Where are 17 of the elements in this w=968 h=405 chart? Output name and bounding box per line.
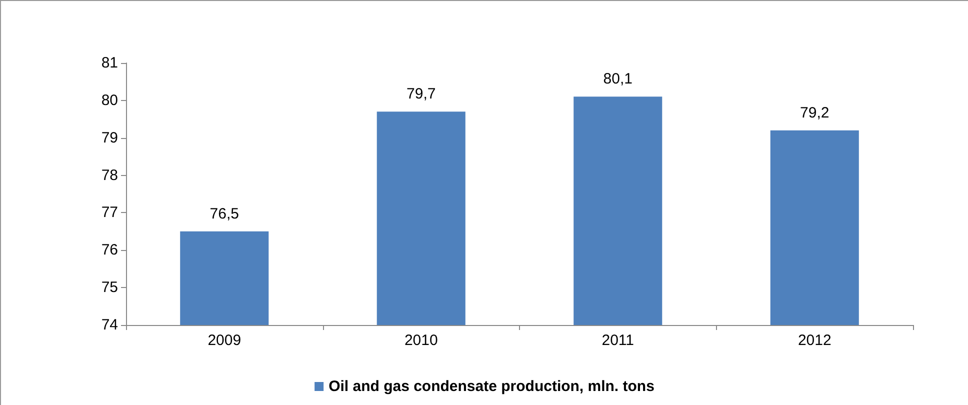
- data-label: 76,5: [210, 205, 239, 222]
- y-tick-label: 78: [101, 166, 118, 184]
- data-label: 79,7: [406, 86, 436, 103]
- x-tick-label: 2010: [404, 332, 438, 349]
- y-tick-label: 80: [101, 92, 118, 109]
- y-tick-label: 81: [101, 54, 118, 72]
- data-label: 79,2: [800, 104, 830, 122]
- x-tick-label: 2011: [602, 332, 634, 349]
- y-tick-label: 74: [101, 316, 118, 334]
- x-tick-label: 2012: [798, 332, 832, 349]
- x-tick-label: 2009: [208, 332, 242, 349]
- y-tick-label: 79: [101, 129, 118, 146]
- y-tick-label: 77: [101, 204, 118, 222]
- legend-label: Oil and gas condensate production, mln. tons: [328, 378, 654, 395]
- y-tick-label: 76: [101, 242, 118, 259]
- data-label: 80,1: [603, 70, 632, 88]
- y-tick-label: 75: [101, 279, 118, 296]
